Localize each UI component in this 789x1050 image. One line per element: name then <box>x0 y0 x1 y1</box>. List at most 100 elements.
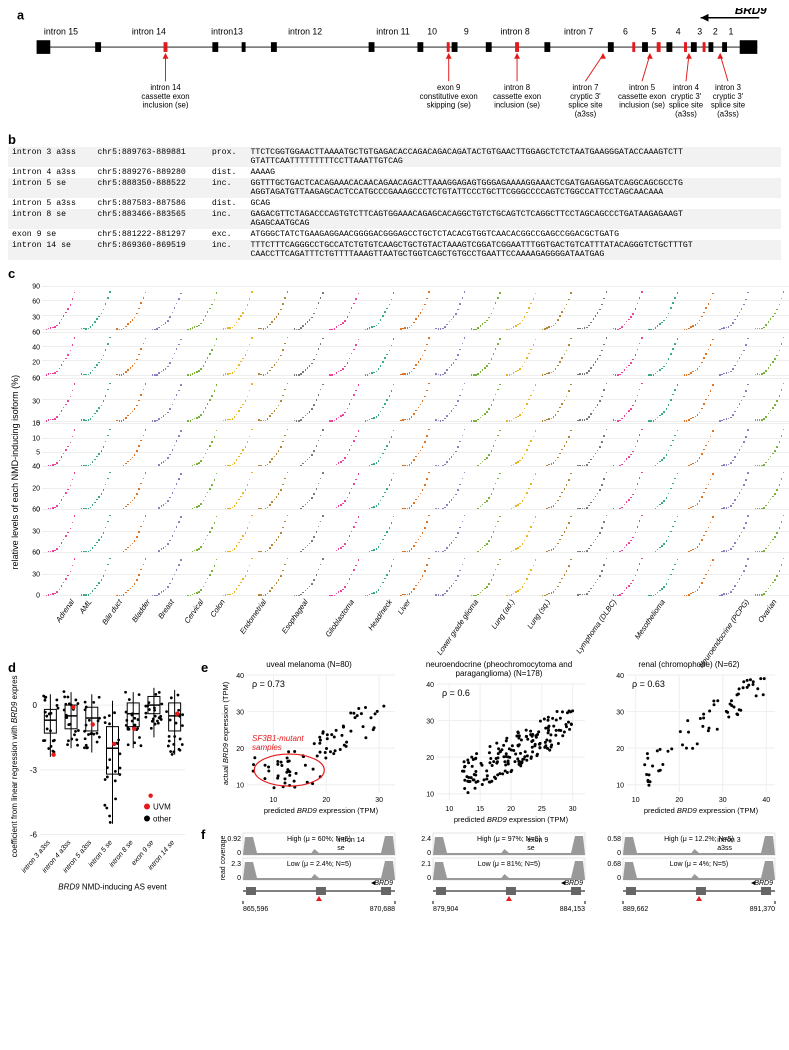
svg-text:891,370: 891,370 <box>750 906 775 913</box>
panel-c-ylabel: relative levels of each NMD-inducing iso… <box>8 287 20 656</box>
svg-text:10: 10 <box>236 783 244 790</box>
svg-text:a3ss: a3ss <box>717 845 732 852</box>
svg-text:skipping (se): skipping (se) <box>427 101 472 110</box>
svg-text:inclusion (se): inclusion (se) <box>143 101 189 110</box>
svg-text:se: se <box>527 845 535 852</box>
svg-text:10: 10 <box>445 806 453 813</box>
strip-plot-intron-4-a3ss <box>42 333 789 376</box>
svg-text:1: 1 <box>728 26 733 36</box>
svg-text:0: 0 <box>33 702 38 711</box>
svg-text:6: 6 <box>623 26 628 36</box>
panel-a-label: a <box>17 9 25 23</box>
svg-text:870,688: 870,688 <box>370 906 395 913</box>
panel-f-coverage: 0.920High (μ = 60%; N=5)intron 14se2.30L… <box>217 831 781 923</box>
panel-c-label: c <box>8 266 15 281</box>
svg-text:5: 5 <box>651 26 656 36</box>
svg-text:constitutive exon: constitutive exon <box>420 92 478 101</box>
svg-text:Low (μ = 81%; N=5): Low (μ = 81%; N=5) <box>478 861 540 868</box>
svg-text:3: 3 <box>697 26 702 36</box>
svg-text:cassette exon: cassette exon <box>141 92 189 101</box>
svg-text:splice site: splice site <box>568 101 602 110</box>
sequence-row: intron 8 sechr5:883466-883565inc.GAGACGT… <box>8 209 781 229</box>
svg-text:other: other <box>153 815 172 824</box>
svg-text:intron 4: intron 4 <box>673 83 700 92</box>
svg-text:samples: samples <box>252 743 282 752</box>
svg-text:30: 30 <box>375 797 383 804</box>
svg-text:intron 12: intron 12 <box>288 26 322 36</box>
strip-plot-intron-14-se <box>42 553 789 596</box>
panel-b-label: b <box>8 132 16 147</box>
coverage-plot-0: 0.920High (μ = 60%; N=5)intron 14se2.30L… <box>217 831 401 923</box>
svg-text:-6: -6 <box>30 831 38 840</box>
svg-text:0: 0 <box>617 875 621 882</box>
svg-text:40: 40 <box>426 682 434 689</box>
svg-text:40: 40 <box>236 673 244 680</box>
svg-text:intron 3: intron 3 <box>717 837 740 844</box>
svg-text:10: 10 <box>270 797 278 804</box>
svg-text:intron 11: intron 11 <box>376 26 410 36</box>
svg-text:20: 20 <box>322 797 330 804</box>
svg-text:0.92: 0.92 <box>227 836 241 843</box>
svg-text:30: 30 <box>569 806 577 813</box>
panel-d-label: d <box>8 660 16 675</box>
svg-text:-3: -3 <box>30 766 38 775</box>
svg-text:30: 30 <box>616 710 624 717</box>
svg-text:ρ = 0.73: ρ = 0.73 <box>252 679 285 689</box>
svg-text:25: 25 <box>538 806 546 813</box>
svg-text:cryptic 3': cryptic 3' <box>570 92 601 101</box>
svg-text:intron13: intron13 <box>211 26 243 36</box>
svg-text:0: 0 <box>617 850 621 857</box>
svg-text:0: 0 <box>427 875 431 882</box>
svg-text:20: 20 <box>616 747 624 754</box>
svg-text:2.1: 2.1 <box>421 861 431 868</box>
svg-text:884,153: 884,153 <box>560 906 585 913</box>
svg-text:SF3B1-mutant: SF3B1-mutant <box>252 734 304 743</box>
svg-text:0: 0 <box>237 850 241 857</box>
strip-plot-intron-5-se <box>42 424 789 467</box>
svg-text:Low (μ = 2.4%; N=5): Low (μ = 2.4%; N=5) <box>287 861 351 868</box>
sequence-row: intron 14 sechr5:869360-869519inc.TTTCTT… <box>8 240 781 260</box>
svg-text:cassette exon: cassette exon <box>618 92 666 101</box>
sequence-row: intron 5 sechr5:888350-888522inc.GGTTTGC… <box>8 178 781 198</box>
sequence-table: intron 3 a3sschr5:889763-889881prox.TTCT… <box>8 147 781 260</box>
svg-text:(a3ss): (a3ss) <box>675 109 697 118</box>
svg-text:intron 14: intron 14 <box>337 837 364 844</box>
panel-f-label: f <box>201 827 211 842</box>
coverage-plot-1: 2.40High (μ = 97%; N=5)exon 9se2.10Low (… <box>407 831 591 923</box>
sequence-row: intron 5 a3sschr5:887583-887586dist.GCAG <box>8 198 781 209</box>
panel-e-scatters: uveal melanoma (N=80)10203010203040ρ = 0… <box>217 660 781 827</box>
svg-text:10: 10 <box>632 797 640 804</box>
svg-text:inclusion (se): inclusion (se) <box>494 101 540 110</box>
svg-text:intron 14: intron 14 <box>150 83 181 92</box>
svg-text:Low (μ = 4%; N=5): Low (μ = 4%; N=5) <box>670 861 729 868</box>
svg-text:cassette exon: cassette exon <box>493 92 541 101</box>
svg-text:2: 2 <box>713 26 718 36</box>
svg-text:predicted BRD9 expression (TPM: predicted BRD9 expression (TPM) <box>644 806 759 815</box>
svg-text:exon 9: exon 9 <box>437 83 460 92</box>
svg-text:intron 8: intron 8 <box>504 83 530 92</box>
panel-e-label: e <box>201 660 211 675</box>
svg-text:ρ = 0.6: ρ = 0.6 <box>442 688 470 698</box>
svg-text:cryptic 3': cryptic 3' <box>671 92 702 101</box>
svg-text:9: 9 <box>464 26 469 36</box>
strip-plot-exon-9-se <box>42 510 789 553</box>
svg-text:(a3ss): (a3ss) <box>717 109 739 118</box>
scatter-plot-1: neuroendocrine (pheochromocytoma and par… <box>407 660 591 827</box>
svg-text:0: 0 <box>237 875 241 882</box>
svg-text:2.4: 2.4 <box>421 836 431 843</box>
svg-text:se: se <box>337 845 345 852</box>
svg-text:20: 20 <box>675 797 683 804</box>
svg-text:BRD9: BRD9 <box>374 880 393 887</box>
svg-text:cryptic 3': cryptic 3' <box>713 92 744 101</box>
svg-text:predicted BRD9 expression (TPM: predicted BRD9 expression (TPM) <box>264 806 379 815</box>
svg-text:10: 10 <box>427 26 437 36</box>
svg-text:intron 7: intron 7 <box>564 26 593 36</box>
svg-text:0.68: 0.68 <box>607 861 621 868</box>
svg-text:coefficient from linear regres: coefficient from linear regression with … <box>10 675 19 857</box>
svg-text:BRD9: BRD9 <box>754 880 773 887</box>
svg-text:30: 30 <box>236 710 244 717</box>
svg-text:865,596: 865,596 <box>243 906 268 913</box>
svg-text:read coverage: read coverage <box>220 836 227 881</box>
svg-text:intron 15: intron 15 <box>44 26 78 36</box>
svg-text:20: 20 <box>426 756 434 763</box>
